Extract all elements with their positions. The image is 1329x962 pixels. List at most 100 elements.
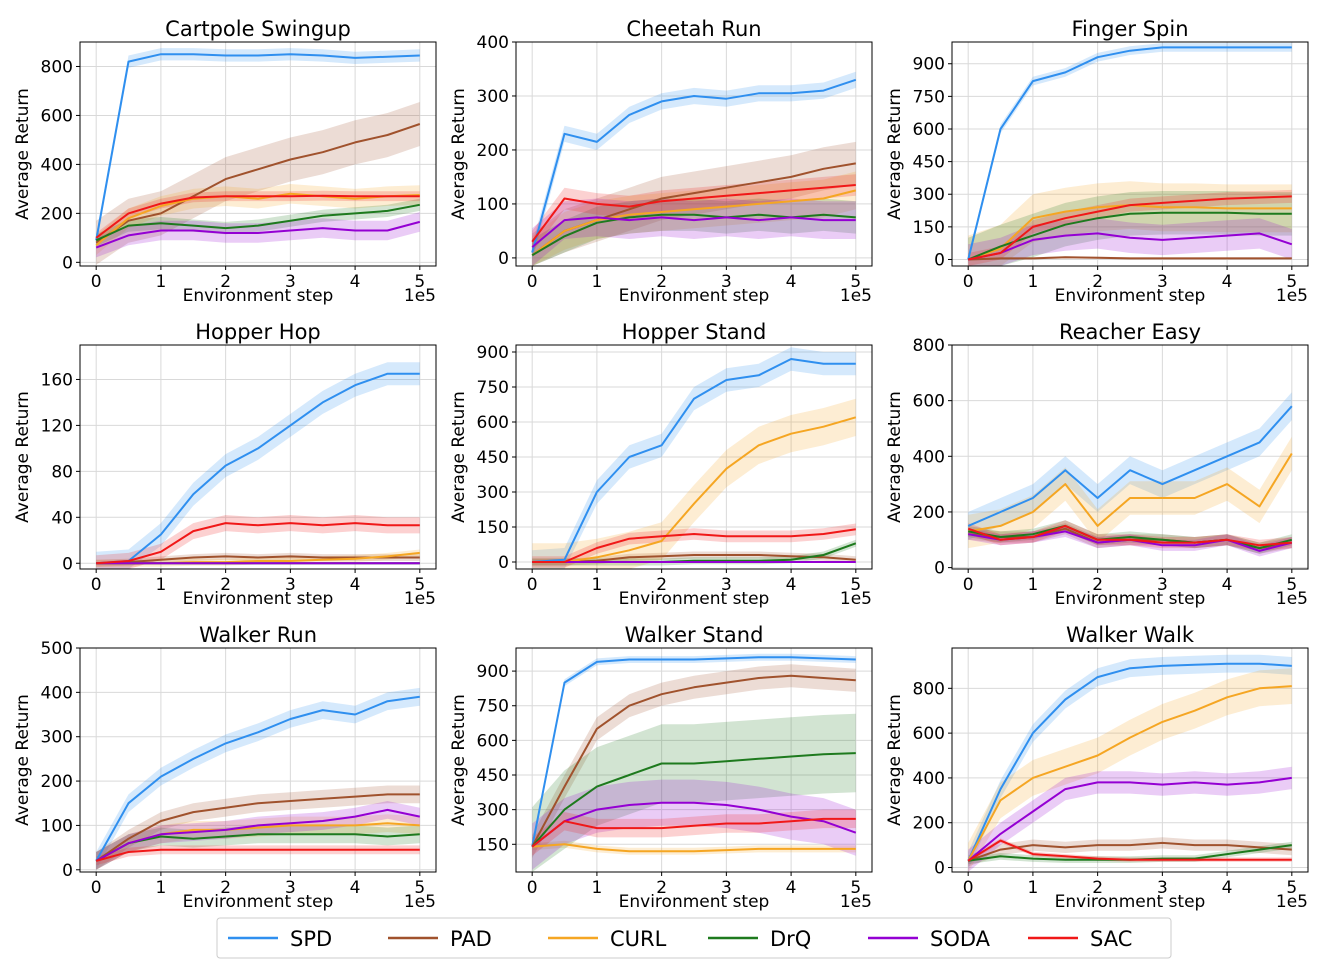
x-tick-label: 1 <box>591 272 602 292</box>
x-axis-multiplier: 1e5 <box>1276 286 1308 306</box>
x-axis-label: Environment step <box>619 892 770 912</box>
y-tick-label: 200 <box>41 772 73 792</box>
x-axis-label: Environment step <box>1055 892 1206 912</box>
x-tick-label: 2 <box>220 272 231 292</box>
legend-item-drq: DrQ <box>708 927 811 951</box>
x-tick-label: 1 <box>155 272 166 292</box>
y-tick-label: 600 <box>477 731 509 751</box>
x-tick-label: 3 <box>721 272 732 292</box>
y-tick-label: 450 <box>913 153 945 173</box>
y-tick-label: 600 <box>913 724 945 744</box>
y-tick-label: 0 <box>934 859 945 879</box>
y-tick-label: 300 <box>41 728 73 748</box>
x-tick-label: 2 <box>656 575 667 595</box>
x-tick-label: 4 <box>786 272 797 292</box>
axes-frame <box>951 41 1309 267</box>
x-tick-label: 0 <box>91 272 102 292</box>
legend-label: CURL <box>610 927 667 951</box>
series-line-sac <box>968 195 1292 261</box>
x-tick-label: 1 <box>155 575 166 595</box>
y-tick-label: 750 <box>477 697 509 717</box>
axes-frame <box>79 41 437 267</box>
x-axis-multiplier: 1e5 <box>404 589 436 609</box>
series-line-spd <box>531 656 856 847</box>
series-band-pad <box>96 785 420 870</box>
series-line-pad <box>95 123 421 244</box>
y-tick-label: 800 <box>41 57 73 77</box>
x-tick-label: 2 <box>656 878 667 898</box>
series-band-curl <box>968 181 1292 266</box>
series-line-sac <box>531 817 856 848</box>
series-line-drq <box>967 211 1292 261</box>
series-line-soda <box>968 232 1293 261</box>
series-band-spd <box>96 687 420 870</box>
series-band-sac <box>532 523 856 568</box>
axes-frame <box>79 647 437 873</box>
x-axis-label: Environment step <box>619 589 770 609</box>
y-tick-label: 600 <box>41 106 73 126</box>
series-line-spd <box>95 53 420 241</box>
y-tick-label: 160 <box>41 370 73 390</box>
chart-title: Cheetah Run <box>626 17 761 41</box>
legend-item-curl: CURL <box>548 927 667 951</box>
y-tick-label: 200 <box>913 503 945 523</box>
series-line-drq <box>95 833 420 862</box>
axes-frame <box>515 41 873 267</box>
series-band-sac <box>532 809 856 856</box>
series-band-pad <box>96 552 420 567</box>
series-line-curl <box>95 192 420 246</box>
x-tick-label: 0 <box>963 878 974 898</box>
x-tick-label: 3 <box>1157 272 1168 292</box>
x-axis-label: Environment step <box>183 892 334 912</box>
chart-title: Walker Run <box>199 623 317 647</box>
series-line-spd <box>532 358 856 563</box>
y-tick-label: 300 <box>913 185 945 205</box>
axes-frame <box>951 647 1309 873</box>
chart-panel: 0 1 2 3 4 5 0 100 200 300 400 Cheetah Run Environmen… <box>449 17 873 306</box>
y-tick-label: 900 <box>913 55 945 75</box>
x-tick-label: 1 <box>591 878 602 898</box>
x-tick-label: 4 <box>350 272 361 292</box>
y-tick-label: 900 <box>477 343 509 363</box>
series-line-sac <box>531 184 856 243</box>
x-tick-label: 0 <box>963 272 974 292</box>
x-tick-label: 3 <box>721 878 732 898</box>
x-tick-label: 3 <box>285 575 296 595</box>
y-tick-label: 450 <box>477 766 509 786</box>
y-tick-label: 300 <box>477 483 509 503</box>
x-tick-label: 0 <box>527 575 538 595</box>
legend-item-pad: PAD <box>388 927 492 951</box>
y-axis-label: Average Return <box>449 391 469 523</box>
y-tick-label: 0 <box>62 253 73 273</box>
x-axis-multiplier: 1e5 <box>840 589 872 609</box>
x-tick-label: 5 <box>1286 878 1297 898</box>
legend-label: SODA <box>930 927 991 951</box>
chart-title: Finger Spin <box>1071 17 1188 41</box>
axes-frame <box>79 344 437 570</box>
series-band-spd <box>96 362 420 569</box>
axes-frame <box>951 344 1309 570</box>
y-tick-label: 400 <box>913 447 945 467</box>
y-tick-label: 120 <box>41 416 73 436</box>
x-axis-multiplier: 1e5 <box>840 892 872 912</box>
y-tick-label: 150 <box>477 518 509 538</box>
x-tick-label: 1 <box>1027 272 1038 292</box>
x-tick-label: 5 <box>414 878 425 898</box>
y-tick-label: 0 <box>934 559 945 579</box>
series-band-curl <box>968 668 1292 872</box>
series-line-curl <box>967 685 1292 862</box>
x-tick-label: 2 <box>1092 272 1103 292</box>
series-band-spd <box>532 347 856 569</box>
series-band-spd <box>968 392 1292 540</box>
y-tick-label: 150 <box>913 218 945 238</box>
series-line-sac <box>95 848 420 862</box>
series-line-pad <box>531 674 856 848</box>
series-band-drq <box>96 198 420 247</box>
series-line-drq <box>95 203 420 242</box>
series-line-sac <box>96 522 420 565</box>
series-line-spd <box>967 46 1292 260</box>
series-line-spd <box>95 695 420 862</box>
series-line-pad <box>95 793 420 862</box>
x-tick-label: 1 <box>591 575 602 595</box>
